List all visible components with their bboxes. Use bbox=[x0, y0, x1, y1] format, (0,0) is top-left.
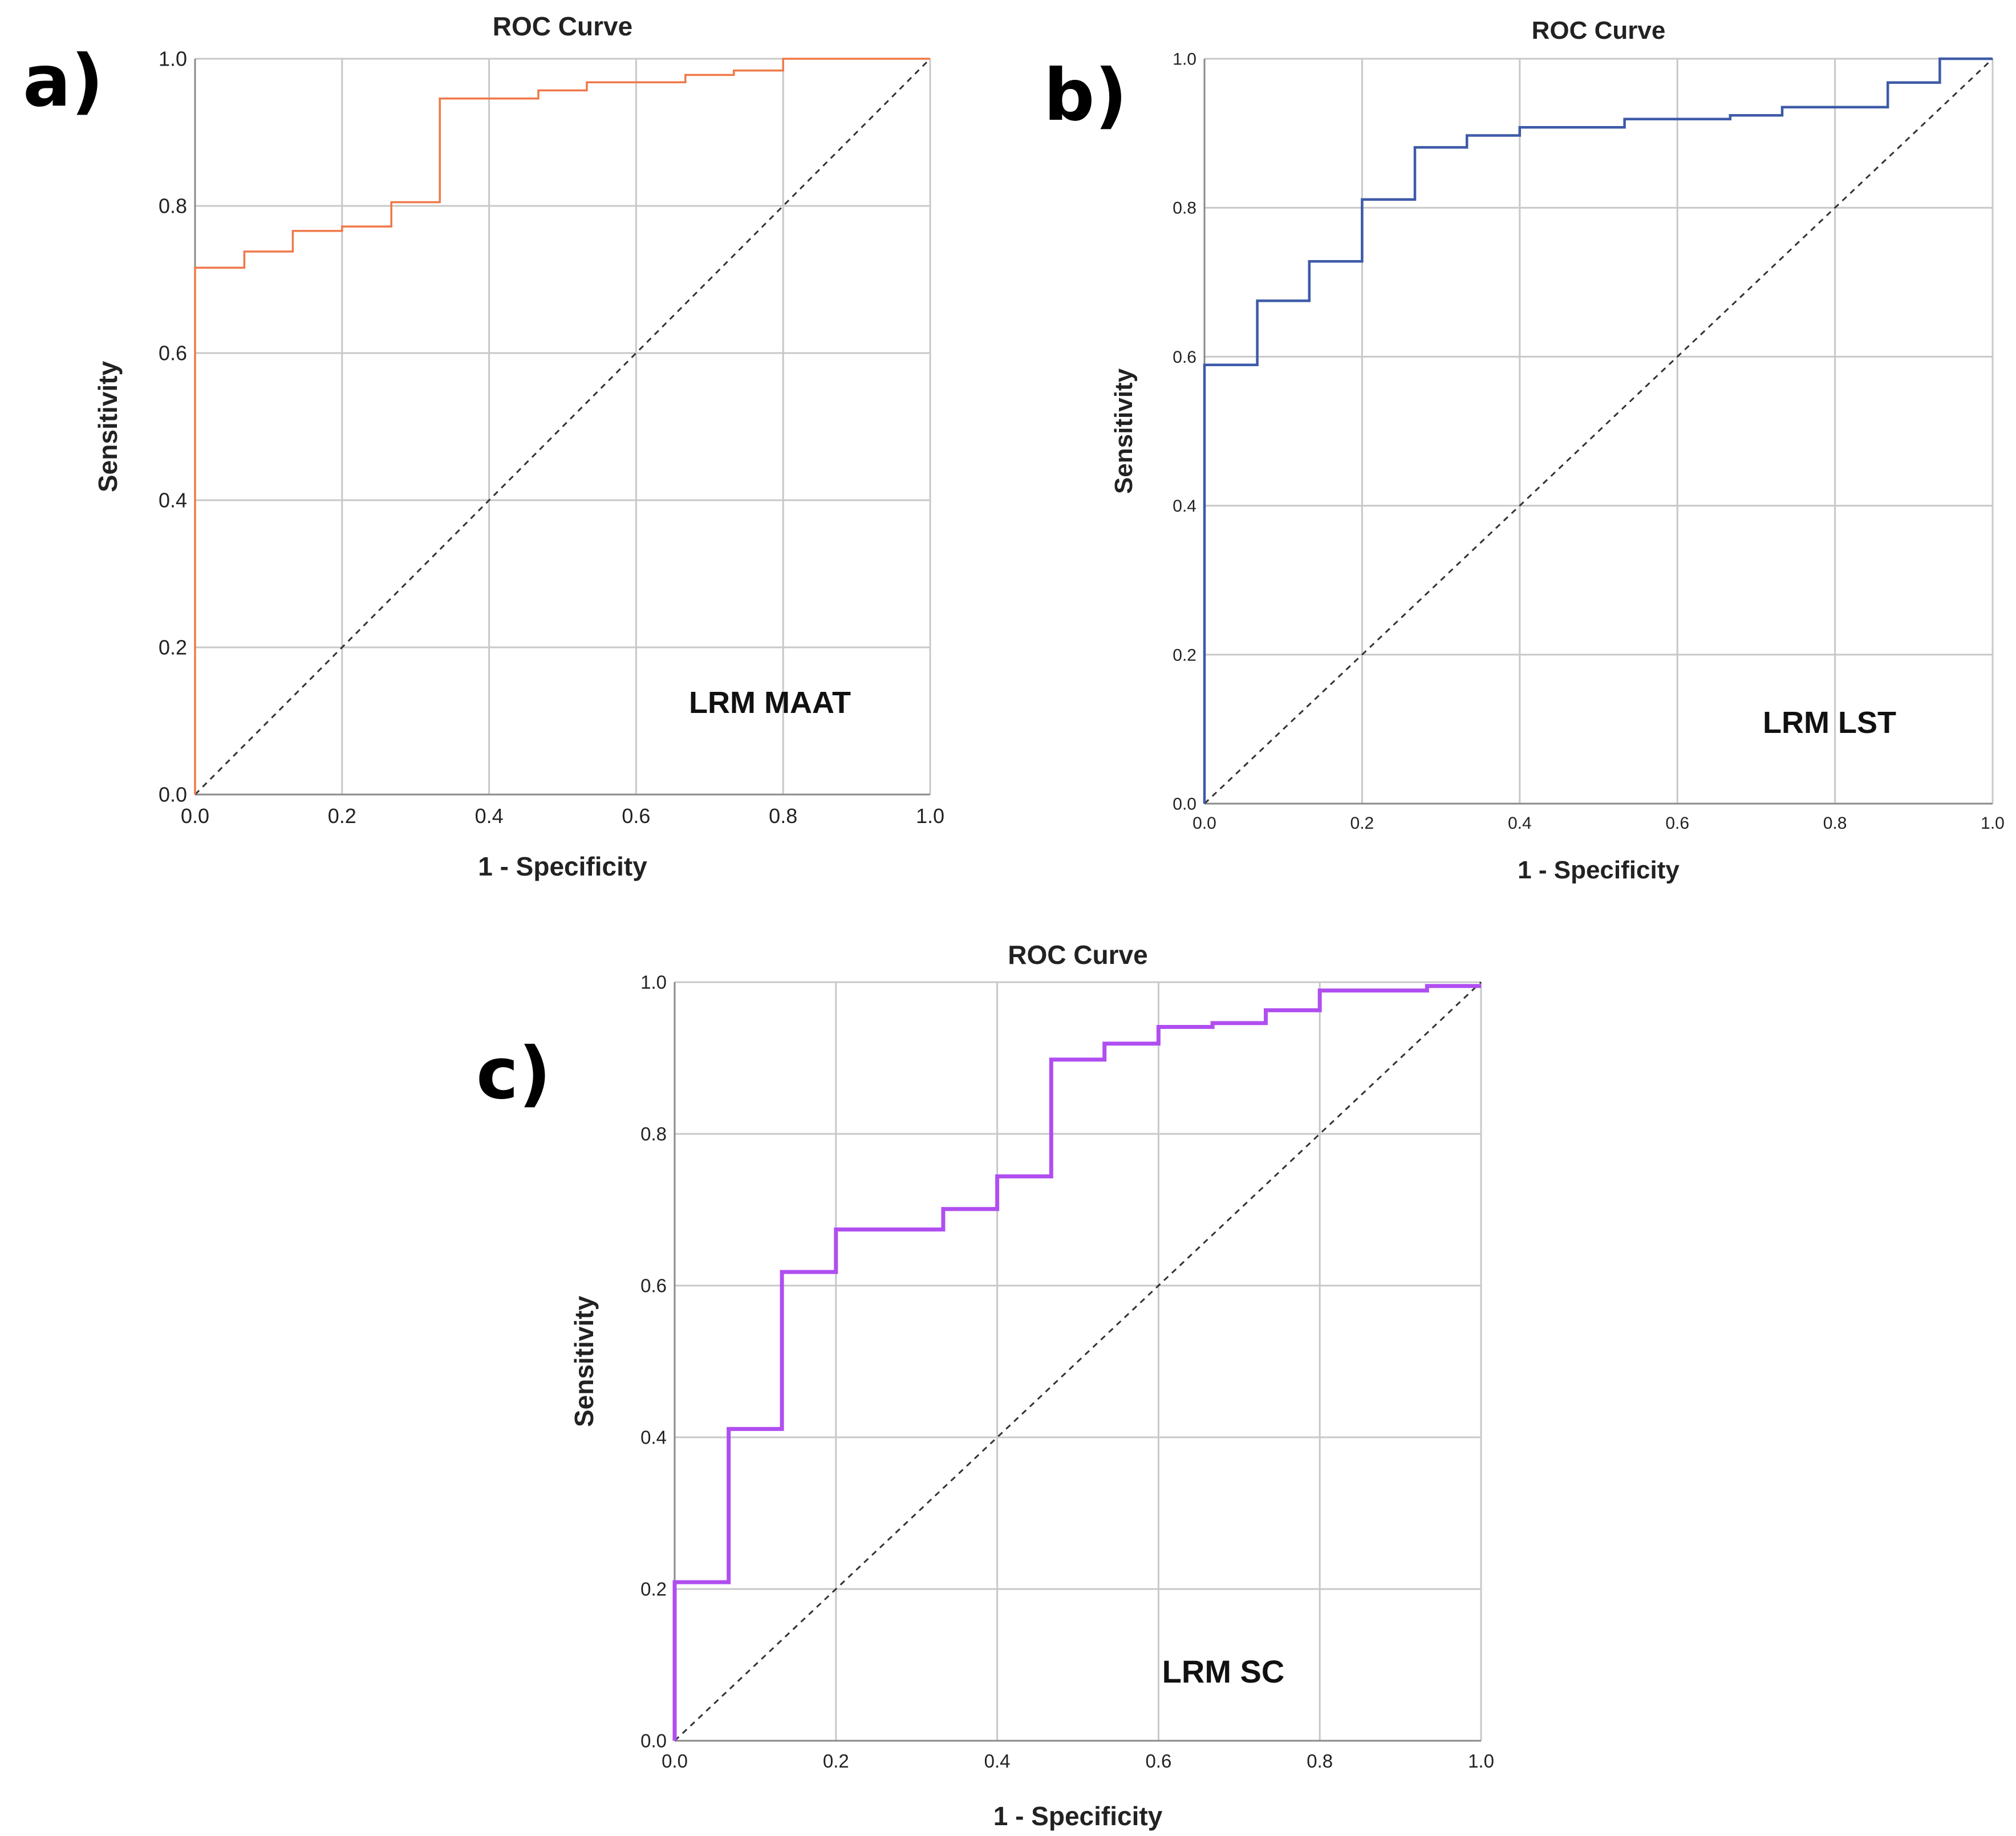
roc-chart-a: 0.0 0.2 0.4 0.6 0.8 1.0 0.0 0.2 0.4 0.6 0.8 1.0 ROC … bbox=[93, 11, 944, 881]
x-tick-label-c-2: 0.4 bbox=[984, 1750, 1011, 1772]
y-tick-label-c-3: 0.6 bbox=[640, 1275, 667, 1296]
chart-title-c: ROC Curve bbox=[1008, 940, 1147, 970]
x-tick-label-c-5: 1.0 bbox=[1468, 1750, 1494, 1772]
x-axis-label-b: 1 - Specificity bbox=[1518, 856, 1680, 884]
y-tick-label-b-4: 0.8 bbox=[1173, 199, 1196, 218]
x-tick-label-b-4: 0.8 bbox=[1823, 814, 1847, 833]
x-tick-label-a-0: 0.0 bbox=[181, 804, 209, 828]
reference-line-a bbox=[194, 58, 931, 796]
y-tick-label-c-0: 0.0 bbox=[640, 1730, 667, 1752]
x-tick-label-c-3: 0.6 bbox=[1145, 1750, 1171, 1772]
x-axis-label-a: 1 - Specificity bbox=[478, 852, 647, 881]
chart-title-b: ROC Curve bbox=[1532, 17, 1666, 44]
x-tick-label-b-5: 1.0 bbox=[1981, 814, 2005, 833]
y-tick-label-c-5: 1.0 bbox=[640, 972, 667, 993]
x-tick-label-c-0: 0.0 bbox=[662, 1750, 688, 1772]
x-tick-label-b-0: 0.0 bbox=[1192, 814, 1216, 833]
y-tick-label-c-2: 0.4 bbox=[640, 1427, 667, 1448]
reference-line-b bbox=[1203, 58, 1994, 805]
roc-chart-b: 0.0 0.2 0.4 0.6 0.8 1.0 0.0 0.2 0.4 0.6 0.8 1.0 ROC … bbox=[1110, 17, 2005, 884]
roc-curve-b bbox=[1203, 57, 1993, 804]
y-tick-label-a-0: 0.0 bbox=[159, 783, 187, 806]
y-tick-label-a-1: 0.2 bbox=[159, 636, 187, 659]
y-tick-label-c-1: 0.2 bbox=[640, 1579, 667, 1600]
y-axis-label-b: Sensitivity bbox=[1110, 368, 1138, 494]
x-tick-label-b-2: 0.4 bbox=[1508, 814, 1532, 833]
x-tick-label-c-1: 0.2 bbox=[823, 1750, 849, 1772]
x-tick-label-b-1: 0.2 bbox=[1350, 814, 1374, 833]
roc-chart-c: 0.0 0.2 0.4 0.6 0.8 1.0 0.0 0.2 0.4 0.6 0.8 1.0 ROC … bbox=[569, 940, 1494, 1831]
panel-label-b: b) bbox=[1044, 54, 1127, 137]
roc-curve-a bbox=[194, 58, 930, 795]
y-tick-label-a-3: 0.6 bbox=[159, 342, 187, 365]
x-tick-label-a-1: 0.2 bbox=[328, 804, 356, 828]
y-tick-label-b-1: 0.2 bbox=[1173, 646, 1196, 664]
y-axis-label-a: Sensitivity bbox=[93, 361, 123, 493]
y-tick-label-c-4: 0.8 bbox=[640, 1124, 667, 1145]
x-axis-label-c: 1 - Specificity bbox=[993, 1801, 1163, 1831]
panel-label-c: c) bbox=[476, 1032, 551, 1115]
reference-line-c bbox=[674, 981, 1482, 1742]
x-tick-label-a-3: 0.6 bbox=[622, 804, 650, 828]
model-annotation-b: LRM LST bbox=[1763, 706, 1896, 740]
chart-title-a: ROC Curve bbox=[493, 11, 632, 41]
x-tick-label-a-5: 1.0 bbox=[916, 804, 944, 828]
y-axis-label-c: Sensitivity bbox=[569, 1296, 599, 1428]
y-tick-label-a-2: 0.4 bbox=[159, 489, 187, 512]
x-tick-label-b-3: 0.6 bbox=[1665, 814, 1689, 833]
panel-label-a: a) bbox=[23, 40, 103, 123]
model-annotation-a: LRM MAAT bbox=[689, 686, 851, 720]
roc-curve-c bbox=[672, 984, 1481, 1741]
y-tick-label-b-0: 0.0 bbox=[1173, 795, 1196, 814]
x-tick-label-a-4: 0.8 bbox=[769, 804, 797, 828]
y-tick-label-a-4: 0.8 bbox=[159, 194, 187, 218]
y-tick-label-b-3: 0.6 bbox=[1173, 348, 1196, 367]
y-tick-label-a-5: 1.0 bbox=[159, 47, 187, 71]
model-annotation-c: LRM SC bbox=[1162, 1653, 1285, 1689]
x-tick-label-a-2: 0.4 bbox=[475, 804, 504, 828]
y-tick-label-b-5: 1.0 bbox=[1173, 50, 1196, 69]
y-tick-label-b-2: 0.4 bbox=[1173, 497, 1196, 516]
x-tick-label-c-4: 0.8 bbox=[1307, 1750, 1333, 1772]
